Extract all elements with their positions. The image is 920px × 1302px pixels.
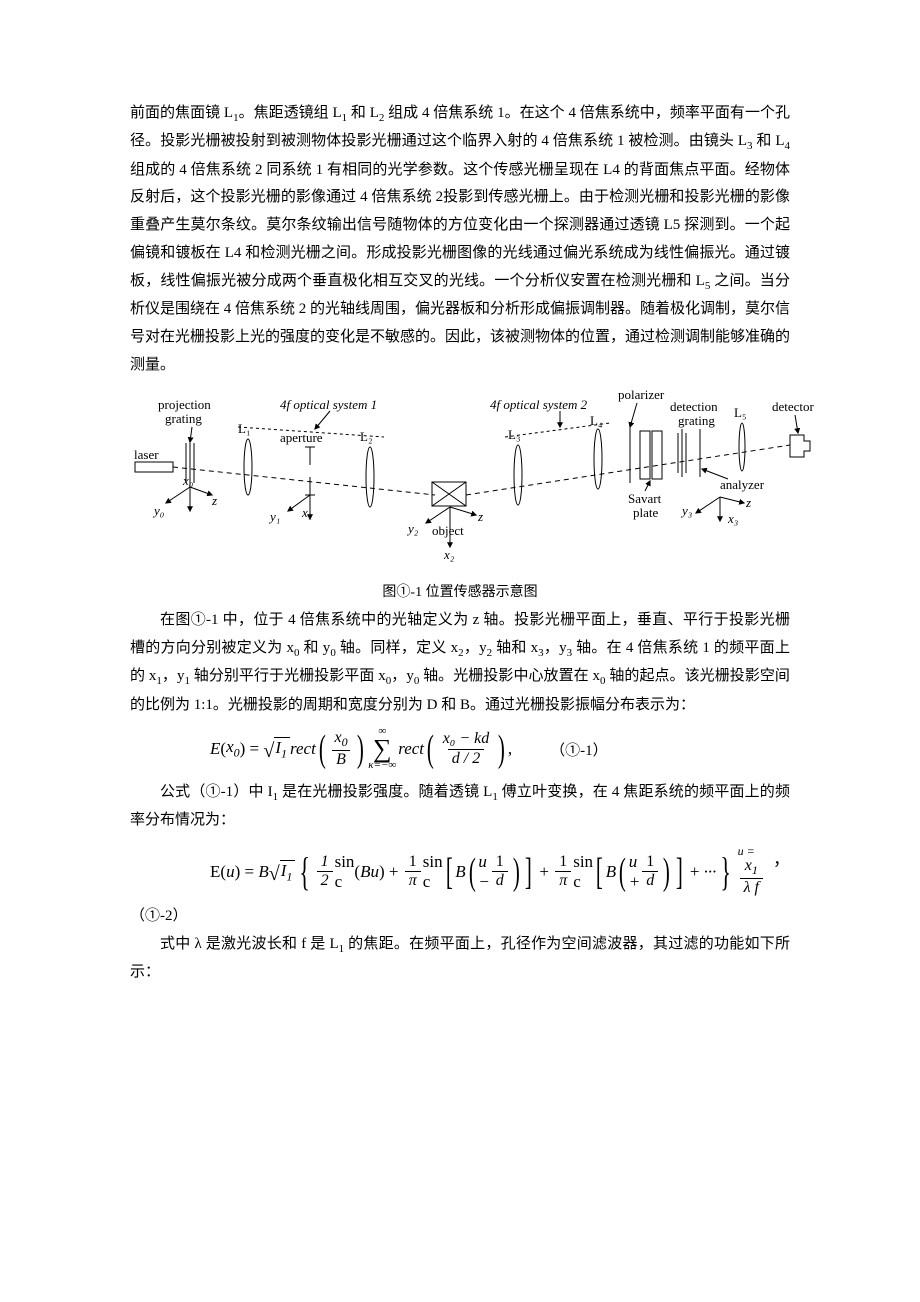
- label-savart: Savart: [628, 491, 662, 506]
- var-E: E: [210, 739, 220, 759]
- label-L1: L₁: [238, 421, 250, 436]
- text: ，y: [544, 640, 567, 656]
- paragraph-4: 式中 λ 是激光波长和 f 是 L1 的焦距。在频平面上，孔径作为空间滤波器，其…: [130, 931, 790, 987]
- label-detection: detection: [670, 399, 718, 414]
- eq2-subscript: u = x1λ f: [738, 845, 769, 899]
- sqrt-I1: √I1: [263, 737, 290, 761]
- text: 是在光栅投影强度。随着透镜 L: [278, 784, 492, 800]
- text: 和 L: [753, 133, 785, 149]
- equation-2: E (u) = B √I1 { 12 sin c(Bu) + 1π sin c …: [130, 845, 790, 899]
- subscript: 4: [785, 140, 791, 152]
- label-plate: plate: [633, 505, 658, 520]
- var-x0: x0: [226, 737, 240, 760]
- paragraph-1: 前面的焦面镜 L1。焦距透镜组 L1 和 L2 组成 4 倍焦系统 1。在这个 …: [130, 100, 790, 379]
- text: 前面的焦面镜 L: [130, 105, 233, 121]
- label-laser: laser: [134, 447, 159, 462]
- text: ，y: [162, 668, 185, 684]
- text: ，y: [464, 640, 487, 656]
- text: 轴。光栅投影中心放置在 x: [419, 668, 600, 684]
- label-L3: L₃: [508, 427, 520, 442]
- label-projection: projection: [158, 397, 211, 412]
- text: 轴和 x: [492, 640, 538, 656]
- label-detector: detector: [772, 399, 815, 414]
- label-z2: z: [477, 509, 483, 524]
- label-opt1: 4f optical system 1: [280, 397, 377, 412]
- func-rect2: rect: [398, 739, 424, 759]
- paragraph-2: 在图①-1 中，位于 4 倍焦系统中的光轴定义为 z 轴。投影光栅平面上，垂直、…: [130, 607, 790, 719]
- label-z: z: [211, 493, 217, 508]
- label-L4: L₄: [590, 413, 603, 428]
- label-y0: y₀: [152, 503, 164, 518]
- text: ，y: [391, 668, 414, 684]
- label-object: object: [432, 523, 464, 538]
- equation-1: E (x0) = √I1 rect ( x0B ) ∞∑κ=−∞ rect ( …: [130, 727, 790, 770]
- text: 轴。同样，定义 x: [336, 640, 458, 656]
- paragraph-3: 公式（①-1）中 I1 是在光栅投影强度。随着透镜 L1 傅立叶变换，在 4 焦…: [130, 779, 790, 835]
- label-x3: x₃: [727, 511, 738, 526]
- equation-number-2-line: （①-2）: [130, 903, 790, 931]
- label-analyzer: analyzer: [720, 477, 765, 492]
- var-E: E: [210, 862, 220, 882]
- text: 式中 λ 是激光波长和 f 是 L: [160, 936, 339, 952]
- text: 和 y: [300, 640, 331, 656]
- text: 轴分别平行于光栅投影平面 x: [190, 668, 386, 684]
- label-x0: x₀: [182, 473, 193, 488]
- equation-number-2: （①-2）: [130, 908, 188, 924]
- label-grating: grating: [165, 411, 202, 426]
- label-L5: L₅: [734, 405, 746, 420]
- sum-op: ∞∑κ=−∞: [368, 727, 396, 770]
- figure-caption: 图①-1 位置传感器示意图: [130, 581, 790, 601]
- equation-number-1: （①-1）: [550, 739, 608, 760]
- figure-1: laser projection grating L₁ aperture: [130, 387, 790, 577]
- optical-diagram: laser projection grating L₁ aperture: [130, 387, 830, 572]
- label-z3: z: [745, 495, 751, 510]
- text: 组成的 4 倍焦系统 2 同系统 1 有相同的光学参数。这个传感光栅呈现在 L4…: [130, 162, 790, 289]
- page: 前面的焦面镜 L1。焦距透镜组 L1 和 L2 组成 4 倍焦系统 1。在这个 …: [0, 0, 920, 1047]
- label-y3: y₃: [680, 503, 692, 518]
- label-polarizer: polarizer: [618, 387, 665, 402]
- label-x2: x₂: [443, 547, 455, 562]
- label-x1: x₁: [301, 505, 312, 520]
- text: 和 L: [347, 105, 379, 121]
- label-grating2: grating: [678, 413, 715, 428]
- func-rect: rect: [290, 739, 316, 759]
- text: 。焦距透镜组 L: [239, 105, 342, 121]
- text: 公式（①-1）中 I: [160, 784, 273, 800]
- label-opt2: 4f optical system 2: [490, 397, 588, 412]
- label-y2: y₂: [406, 521, 419, 536]
- label-y1: y₁: [268, 509, 280, 524]
